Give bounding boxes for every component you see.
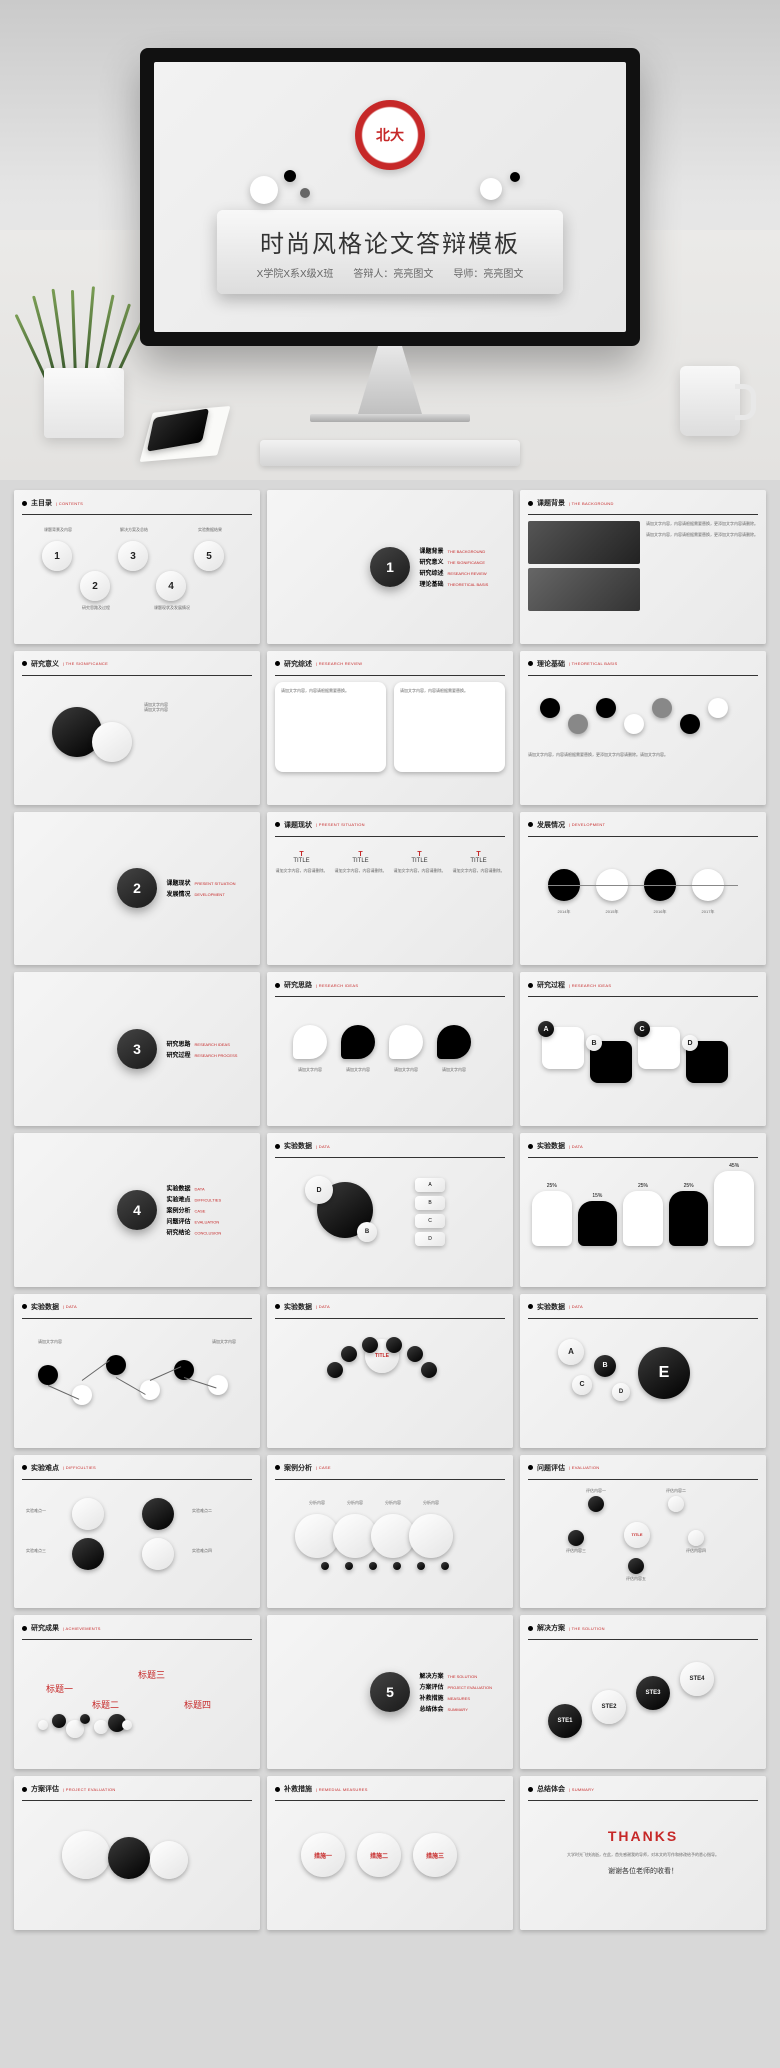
plant [24, 278, 144, 438]
slide-thumbnail: 课题现状| PRESENT SITUATIONTTITLE请加文字内容，内容请删… [267, 812, 513, 966]
university-logo [355, 100, 425, 170]
slide-thumbnail: 2课题现状PRESENT SITUATION发展情况DEVELOPMENT [14, 812, 260, 966]
slide-thumbnail: 理论基础| THEORETICAL BASIS请加文字内容，内容请根据需要替换，… [520, 651, 766, 805]
monitor: 时尚风格论文答辩模板 X学院X系X级X班 答辩人：亮亮图文 导师：亮亮图文 [140, 48, 640, 422]
slide-thumbnail: 实验难点| DIFFICULTIES实验难点一实验难点二实验难点三实验难点四 [14, 1455, 260, 1609]
slide-thumbnail: 研究综述| RESEARCH REVIEW请加文字内容，内容请根据需要替换。请加… [267, 651, 513, 805]
slide-thumbnail: 1课题背景THE BACKGROUND研究意义THE SIGNIFICANCE研… [267, 490, 513, 644]
slide-thumbnail: 4实验数据DATA实验难点DIFFICULTIES案例分析CASE问题评估EVA… [14, 1133, 260, 1287]
slides-grid: 主目录| CONTENTS12345课题背景及内容研究思路及过程解决方案及总结课… [0, 480, 780, 1950]
slide-thumbnail: 解决方案| THE SOLUTIONSTE1STE2STE3STE4 [520, 1615, 766, 1769]
keyboard [260, 440, 520, 466]
slide-thumbnail: 总结体会| SUMMARYTHANKS大学时光飞快流逝，在此，首先感谢我的导师，… [520, 1776, 766, 1930]
slide-thumbnail: 3研究思路RESEARCH IDEAS研究过程RESEARCH PROCESS [14, 972, 260, 1126]
slide-thumbnail: 实验数据| DATADBABCD [267, 1133, 513, 1287]
slide-thumbnail: 课题背景| THE BACKGROUND请加文字内容，内容请根据需要替换，更添加… [520, 490, 766, 644]
slide-thumbnail: 研究思路| RESEARCH IDEAS请加文字内容请加文字内容请加文字内容请加… [267, 972, 513, 1126]
slide-thumbnail: 研究过程| RESEARCH IDEASABCD [520, 972, 766, 1126]
slide-thumbnail: 实验数据| DATATITLE [267, 1294, 513, 1448]
slide-thumbnail: 主目录| CONTENTS12345课题背景及内容研究思路及过程解决方案及总结课… [14, 490, 260, 644]
slide-thumbnail: 研究意义| THE SIGNIFICANCE请加文字内容请加文字内容 [14, 651, 260, 805]
slide-thumbnail: 补救措施| REMEDIAL MEASURES措施一措施二措施三 [267, 1776, 513, 1930]
slide-thumbnail: 5解决方案THE SOLUTION方案评估PROJECT EVALUATION补… [267, 1615, 513, 1769]
subtitle: X学院X系X级X班 答辩人：亮亮图文 导师：亮亮图文 [257, 265, 524, 280]
slide-thumbnail: 发展情况| DEVELOPMENT2014年2015年2016年2017年 [520, 812, 766, 966]
main-title: 时尚风格论文答辩模板 [257, 224, 524, 259]
slide-thumbnail: 实验数据| DATA请加文字内容请加文字内容 [14, 1294, 260, 1448]
slide-thumbnail: 实验数据| DATAEABCD [520, 1294, 766, 1448]
slide-thumbnail: 问题评估| EVALUATIONTITLE评估内容一评估内容二评估内容三评估内容… [520, 1455, 766, 1609]
slide-thumbnail: 实验数据| DATA25%15%25%25%45% [520, 1133, 766, 1287]
slide-thumbnail: 方案评估| PROJECT EVALUATION [14, 1776, 260, 1930]
mug [680, 366, 740, 436]
hero-mockup: 时尚风格论文答辩模板 X学院X系X级X班 答辩人：亮亮图文 导师：亮亮图文 [0, 0, 780, 480]
slide-thumbnail: 研究成果| ACHIEVEMENTS标题一标题二标题三标题四 [14, 1615, 260, 1769]
slide-thumbnail: 案例分析| CASE分析内容分析内容分析内容分析内容 [267, 1455, 513, 1609]
